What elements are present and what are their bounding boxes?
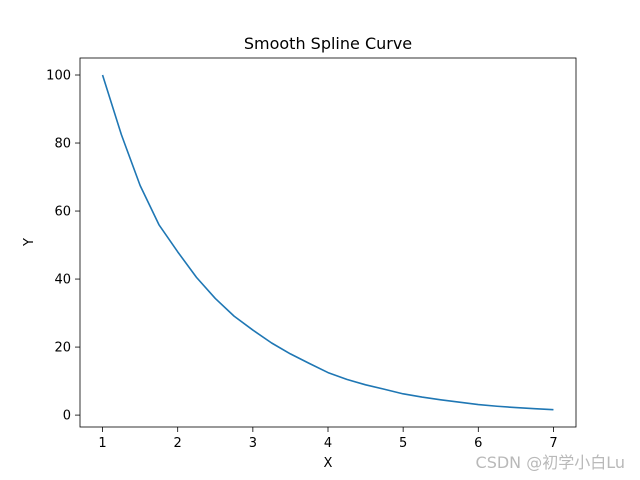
x-tick-label: 6 [474, 436, 482, 451]
x-tick-label: 2 [174, 436, 182, 451]
y-tick-label: 20 [54, 341, 71, 356]
y-tick-label: 40 [54, 273, 71, 288]
watermark: CSDN @初学小白Lu [476, 453, 625, 472]
x-axis: 1 2 3 4 5 6 7 [98, 427, 558, 451]
y-tick-label: 0 [63, 409, 71, 424]
y-axis-label: Y [22, 238, 37, 247]
chart-title: Smooth Spline Curve [244, 34, 412, 53]
x-tick-label: 3 [249, 436, 257, 451]
series-line [101, 74, 554, 411]
x-tick-label: 5 [399, 436, 407, 451]
plot-area [79, 57, 577, 428]
y-tick-label: 100 [46, 69, 71, 84]
y-axis: 0 20 40 60 80 100 [46, 69, 80, 424]
x-axis-label: X [324, 456, 333, 471]
y-tick-label: 80 [54, 137, 71, 152]
x-tick-label: 7 [549, 436, 557, 451]
x-tick-label: 4 [324, 436, 332, 451]
x-tick-label: 1 [98, 436, 106, 451]
plot-background [80, 58, 576, 427]
series-layer [101, 74, 554, 411]
y-tick-label: 60 [54, 205, 71, 220]
